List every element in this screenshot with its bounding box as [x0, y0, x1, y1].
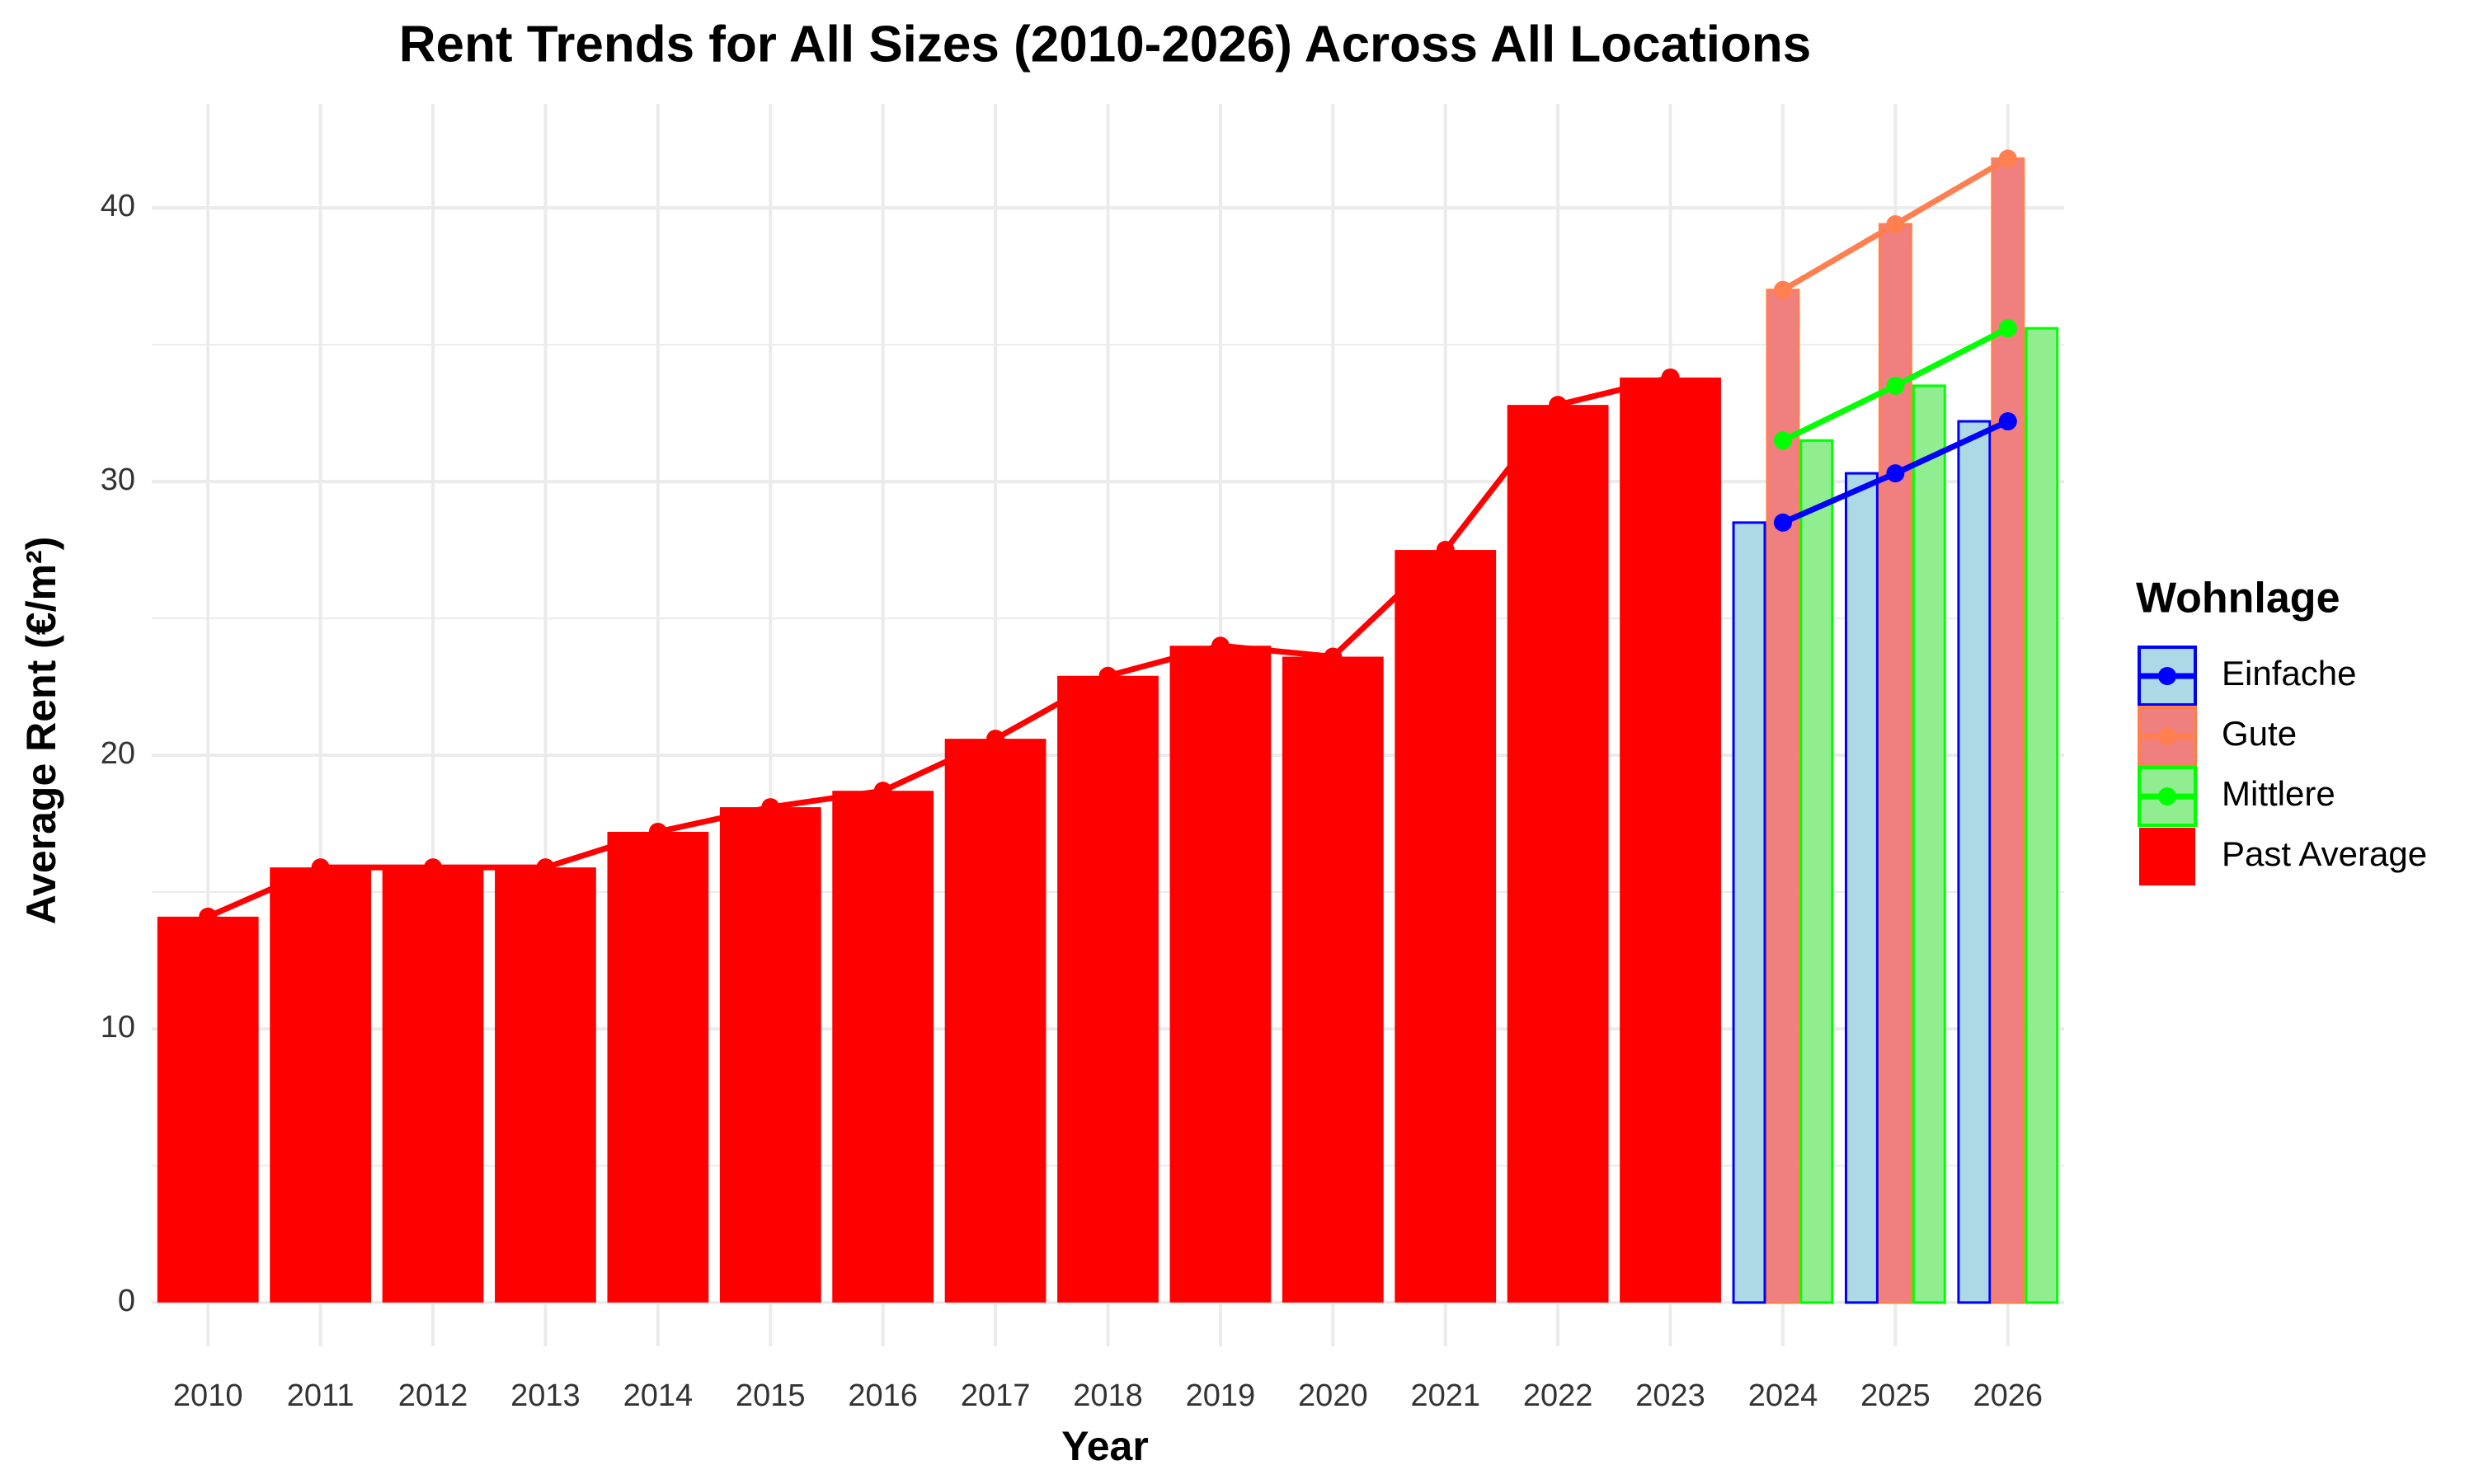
y-tick-label: 20: [101, 736, 135, 771]
point: [1436, 541, 1455, 560]
legend-label: Einfache: [2222, 654, 2356, 693]
x-tick-label: 2023: [1635, 1378, 1705, 1413]
bar: [157, 916, 259, 1303]
point: [761, 798, 780, 817]
bar: [1395, 550, 1497, 1303]
chart-title: Rent Trends for All Sizes (2010-2026) Ac…: [399, 16, 1811, 73]
bar: [1957, 420, 1992, 1304]
point: [1773, 431, 1792, 450]
legend-label: Past Average: [2222, 834, 2427, 873]
point: [1211, 636, 1230, 655]
point: [873, 782, 892, 801]
point: [424, 858, 443, 877]
legend-label: Mittlere: [2222, 774, 2335, 813]
bar: [1844, 472, 1879, 1304]
legend-key-point: [2158, 787, 2176, 805]
line: [206, 374, 1672, 920]
legend-key-point: [2158, 667, 2176, 685]
x-tick-label: 2011: [287, 1378, 355, 1413]
bar: [607, 831, 709, 1303]
bar: [1282, 656, 1384, 1303]
legend-key-point: [2158, 727, 2176, 745]
bar: [1169, 646, 1272, 1303]
bar: [495, 867, 596, 1303]
point: [1098, 666, 1117, 685]
point: [1773, 513, 1792, 532]
point: [1886, 215, 1905, 234]
bar: [1878, 223, 1912, 1304]
bar: [1620, 377, 1721, 1303]
x-tick-label: 2017: [961, 1378, 1031, 1413]
point: [1773, 280, 1792, 299]
bar: [719, 807, 821, 1303]
x-tick-label: 2012: [398, 1378, 468, 1413]
x-axis-title: Year: [1061, 1423, 1149, 1469]
point: [1324, 647, 1343, 666]
x-tick-label: 2014: [623, 1378, 694, 1413]
point: [1661, 368, 1680, 387]
point: [1886, 376, 1905, 395]
point: [1886, 464, 1905, 483]
point: [648, 822, 667, 841]
x-tick-label: 2016: [848, 1378, 918, 1413]
legend-label: Gute: [2222, 714, 2297, 753]
x-tick-label: 2015: [736, 1378, 806, 1413]
x-tick-label: 2022: [1523, 1378, 1593, 1413]
y-tick-label: 10: [101, 1010, 135, 1045]
x-tick-label: 2019: [1186, 1378, 1256, 1413]
legend-title: Wohnlage: [2136, 575, 2340, 622]
x-tick-label: 2026: [1973, 1378, 2044, 1413]
legend-key: [2139, 828, 2195, 885]
bar: [270, 867, 372, 1303]
point: [199, 907, 218, 926]
x-tick-label: 2024: [1748, 1378, 1818, 1413]
point: [986, 730, 1005, 749]
bar: [2025, 326, 2059, 1304]
bar: [1991, 157, 2025, 1304]
bar: [1732, 521, 1766, 1304]
point: [1998, 319, 2017, 338]
point: [1998, 149, 2017, 168]
bar: [1766, 289, 1800, 1304]
x-tick-label: 2021: [1410, 1378, 1480, 1413]
y-tick-label: 30: [101, 463, 135, 497]
point: [536, 858, 555, 877]
bar: [382, 867, 484, 1303]
x-tick-label: 2013: [510, 1378, 581, 1413]
bar: [1799, 439, 1834, 1304]
point: [311, 858, 330, 877]
bar: [1507, 405, 1609, 1303]
x-tick-label: 2025: [1860, 1378, 1931, 1413]
bar: [944, 739, 1047, 1303]
bar: [1912, 384, 1946, 1304]
y-tick-label: 40: [101, 189, 135, 223]
y-axis-title: Average Rent (€/m²): [18, 537, 64, 924]
bar: [832, 791, 934, 1303]
bar: [1057, 675, 1159, 1303]
x-tick-label: 2010: [173, 1378, 243, 1413]
point: [1549, 396, 1568, 415]
point: [1998, 412, 2017, 431]
y-tick-label: 0: [118, 1284, 135, 1318]
x-tick-label: 2020: [1298, 1378, 1368, 1413]
x-tick-label: 2018: [1073, 1378, 1143, 1413]
